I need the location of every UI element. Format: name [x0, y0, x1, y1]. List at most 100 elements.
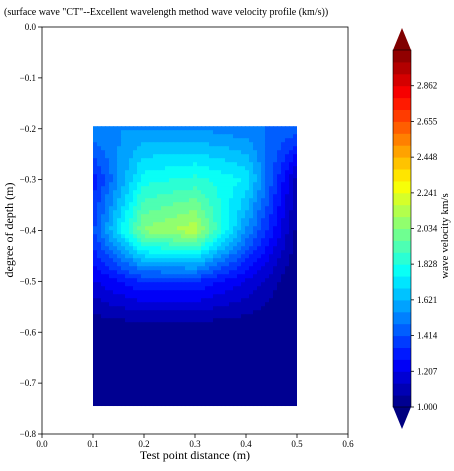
heatmap-cell	[145, 226, 150, 231]
heatmap-cell	[205, 182, 210, 187]
heatmap-cell	[237, 258, 242, 263]
heatmap-cell	[213, 138, 218, 143]
heatmap-cell	[177, 198, 182, 203]
heatmap-cell	[201, 282, 206, 287]
heatmap-cell	[197, 350, 202, 355]
heatmap-cell	[161, 230, 166, 235]
heatmap-cell	[229, 266, 234, 271]
heatmap-cell	[105, 354, 110, 359]
heatmap-cell	[161, 182, 166, 187]
heatmap-cell	[149, 126, 154, 131]
heatmap-cell	[285, 166, 290, 171]
heatmap-cell	[93, 154, 98, 159]
heatmap-cell	[137, 342, 142, 347]
heatmap-cell	[273, 178, 278, 183]
heatmap-cell	[281, 278, 286, 283]
heatmap-cell	[149, 250, 154, 255]
heatmap-cell	[241, 358, 246, 363]
heatmap-cell	[241, 322, 246, 327]
heatmap-cell	[193, 394, 198, 399]
heatmap-cell	[205, 142, 210, 147]
heatmap-cell	[161, 314, 166, 319]
heatmap-cell	[165, 370, 170, 375]
heatmap-cell	[197, 190, 202, 195]
heatmap-cell	[189, 298, 194, 303]
heatmap-cell	[169, 338, 174, 343]
heatmap-cell	[185, 314, 190, 319]
heatmap-cell	[93, 326, 98, 331]
heatmap-cell	[245, 374, 250, 379]
heatmap-cell	[217, 186, 222, 191]
heatmap-cell	[257, 210, 262, 215]
heatmap-cell	[289, 394, 294, 399]
heatmap-cell	[153, 370, 158, 375]
heatmap-cell	[221, 358, 226, 363]
heatmap-cell	[117, 374, 122, 379]
heatmap-cell	[257, 282, 262, 287]
heatmap-cell	[117, 278, 122, 283]
heatmap-cell	[237, 226, 242, 231]
heatmap-cell	[93, 398, 98, 403]
heatmap-cell	[213, 306, 218, 311]
y-axis: 0.0−0.1−0.2−0.3−0.4−0.5−0.6−0.7−0.8	[20, 22, 42, 439]
heatmap-cell	[241, 254, 246, 259]
heatmap-cell	[285, 374, 290, 379]
heatmap-cell	[269, 310, 274, 315]
heatmap-cell	[269, 146, 274, 151]
heatmap-cell	[145, 374, 150, 379]
heatmap-cell	[129, 370, 134, 375]
heatmap-cell	[225, 138, 230, 143]
heatmap-cell	[265, 318, 270, 323]
heatmap-cell	[241, 390, 246, 395]
heatmap-cell	[97, 182, 102, 187]
heatmap-cell	[253, 214, 258, 219]
heatmap-cell	[245, 182, 250, 187]
heatmap-cell	[157, 338, 162, 343]
heatmap-cell	[193, 138, 198, 143]
heatmap-cell	[249, 242, 254, 247]
heatmap-cell	[237, 326, 242, 331]
heatmap-cell	[125, 266, 130, 271]
heatmap-cell	[197, 334, 202, 339]
heatmap-cell	[185, 346, 190, 351]
heatmap-cell	[185, 126, 190, 131]
heatmap-cell	[149, 238, 154, 243]
heatmap-cell	[225, 330, 230, 335]
heatmap-cell	[165, 258, 170, 263]
heatmap-cell	[117, 254, 122, 259]
heatmap-cell	[93, 138, 98, 143]
heatmap-cell	[253, 282, 258, 287]
heatmap-cell	[205, 342, 210, 347]
heatmap-cell	[101, 258, 106, 263]
heatmap-cell	[281, 158, 286, 163]
heatmap-cell	[97, 186, 102, 191]
heatmap-cell	[189, 378, 194, 383]
heatmap-cell	[125, 270, 130, 275]
heatmap-cell	[193, 310, 198, 315]
heatmap-cell	[273, 398, 278, 403]
heatmap-cell	[213, 194, 218, 199]
heatmap-cell	[165, 150, 170, 155]
heatmap-cell	[141, 174, 146, 179]
heatmap-cell	[213, 174, 218, 179]
heatmap-cell	[157, 234, 162, 239]
heatmap-cell	[265, 194, 270, 199]
heatmap-cell	[241, 334, 246, 339]
heatmap-cell	[273, 214, 278, 219]
heatmap-cell	[293, 202, 297, 207]
heatmap-cell	[237, 290, 242, 295]
heatmap-cell	[285, 402, 290, 407]
heatmap-cell	[165, 302, 170, 307]
heatmap-cell	[249, 250, 254, 255]
heatmap-cell	[213, 250, 218, 255]
heatmap-cell	[229, 386, 234, 391]
heatmap-cell	[265, 306, 270, 311]
heatmap-cell	[217, 378, 222, 383]
heatmap-cell	[205, 226, 210, 231]
heatmap-cell	[153, 134, 158, 139]
heatmap-cell	[201, 194, 206, 199]
heatmap-cell	[121, 290, 126, 295]
heatmap-cell	[261, 246, 266, 251]
heatmap-cell	[225, 378, 230, 383]
heatmap-cell	[269, 250, 274, 255]
